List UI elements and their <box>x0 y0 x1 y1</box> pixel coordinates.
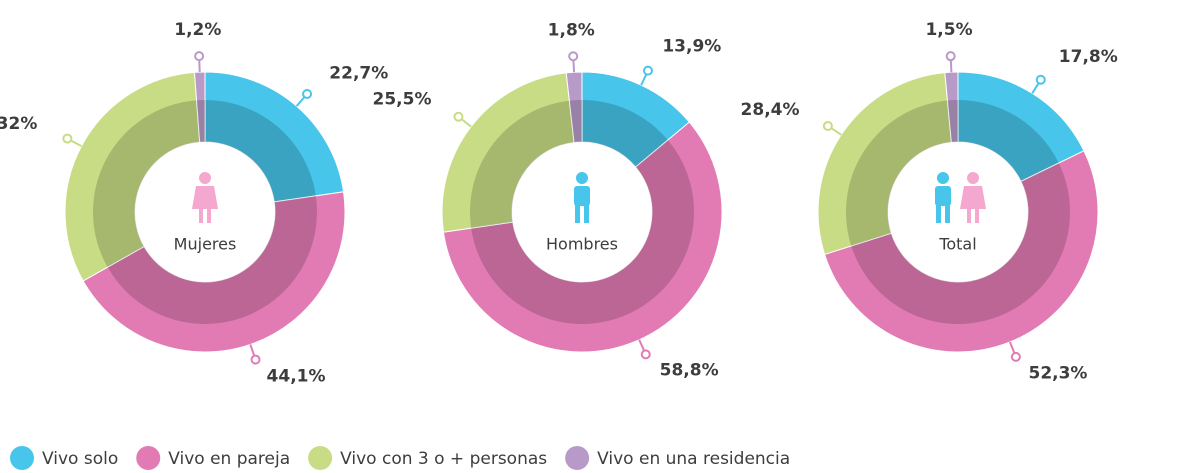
value-label: 1,2% <box>174 20 221 40</box>
value-label: 22,7% <box>329 63 388 83</box>
donut-inner-shade <box>471 140 695 324</box>
donut-inner-shade <box>958 100 1059 182</box>
donut-inner-shade <box>851 163 1070 324</box>
value-label: 52,3% <box>1028 363 1087 383</box>
leader-dot <box>568 51 579 62</box>
value-label: 13,9% <box>662 37 721 57</box>
donut-inner-shade <box>569 100 582 143</box>
donut-segment <box>442 121 723 353</box>
donut-inner-shade <box>196 100 205 143</box>
leader-dot <box>62 133 73 144</box>
donut-segment <box>823 150 1099 353</box>
legend-swatch <box>10 446 34 470</box>
legend-label: Vivo solo <box>42 449 118 469</box>
value-label: 32% <box>0 114 37 134</box>
donut-segment <box>817 72 952 256</box>
leader-dot <box>642 65 653 76</box>
donut-segment <box>82 191 346 353</box>
donut-inner-shade <box>107 195 317 325</box>
center-label: Hombres <box>546 235 618 254</box>
value-label: 17,8% <box>1059 47 1118 67</box>
legend-swatch <box>565 446 590 470</box>
donut-segment <box>565 71 583 144</box>
donut-segment <box>64 71 201 282</box>
legend-label: Vivo con 3 o + personas <box>340 449 547 469</box>
icon-couple <box>935 172 986 223</box>
leader-dot <box>250 354 261 365</box>
value-label: 1,8% <box>548 20 595 40</box>
donut-segment <box>944 71 959 143</box>
leader-dot <box>640 349 651 360</box>
value-label: 44,1% <box>267 366 326 386</box>
value-label: 1,5% <box>925 20 972 40</box>
donut-segment <box>204 71 345 203</box>
center-label: Mujeres <box>174 235 237 254</box>
leader-dot <box>1010 351 1021 362</box>
donut-inner-shade <box>582 100 668 168</box>
donut-inner-shade <box>92 100 200 268</box>
icon-man <box>574 172 590 223</box>
leader-dot <box>302 89 313 100</box>
leader-dot <box>945 51 956 62</box>
legend-swatch <box>136 446 161 470</box>
value-label: 25,5% <box>373 89 432 109</box>
donut-inner-shade <box>470 100 575 229</box>
value-label: 58,8% <box>660 360 719 380</box>
donut-inner-shade <box>846 100 952 246</box>
donut-inner-shade <box>947 100 958 143</box>
donut-segment <box>441 72 575 233</box>
leader-dot <box>1035 74 1046 85</box>
legend-label: Vivo en pareja <box>168 449 290 469</box>
donut-segment <box>193 71 206 143</box>
icon-woman <box>192 172 218 223</box>
donut-inner-shade <box>205 100 316 202</box>
leader-dot <box>194 51 205 62</box>
center-label: Total <box>938 235 976 254</box>
legend-label: Vivo en una residencia <box>597 449 790 469</box>
legend-swatch <box>308 446 333 470</box>
leader-dot <box>822 120 833 131</box>
leader-dot <box>453 111 464 122</box>
value-label: 28,4% <box>741 100 800 120</box>
